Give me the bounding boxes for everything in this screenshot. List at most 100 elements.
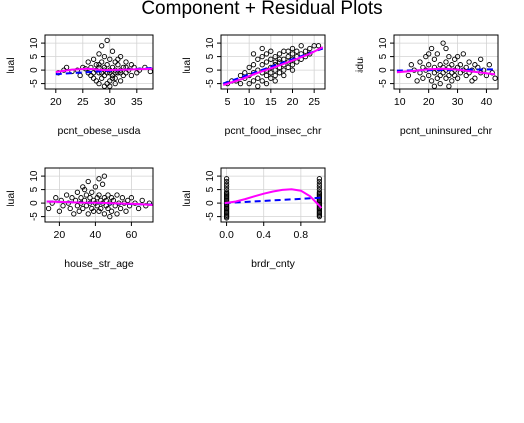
data-point [263, 59, 270, 65]
panel-5: 0.0 0.4 0.8 -5 0 5 10 brdr_cnty Component+Residu… [181, 98, 326, 292]
data-point [417, 59, 423, 65]
data-point [56, 208, 63, 214]
linear-fit-line [222, 47, 324, 85]
data-point [440, 70, 446, 76]
data-point [302, 48, 309, 54]
data-point [223, 207, 230, 213]
data-point [223, 193, 230, 199]
y-axis-label: Component+Residual(validation_data$...) [5, 98, 17, 292]
plot-frame [220, 167, 326, 223]
y-axis-label: Component+Residual(validation_dat... [354, 0, 366, 151]
y-tick-label: 0 [378, 67, 389, 73]
data-point [263, 80, 270, 87]
data-point [89, 189, 95, 195]
data-point [276, 56, 283, 62]
x-tick-label: 20 [287, 96, 299, 108]
data-point [316, 178, 323, 185]
data-point [117, 205, 124, 212]
x-tick-label: 20 [50, 96, 62, 108]
data-point [123, 208, 129, 214]
x-tick-label: 0.4 [256, 229, 271, 241]
panel-1: 20 25 30 35 -5 0 5 10 pcnt_obese_usda Component+R… [5, 34, 154, 137]
data-point [437, 72, 443, 79]
data-point [246, 80, 252, 87]
y-tick-label: 10 [205, 37, 216, 49]
y-tick-label: 10 [378, 37, 389, 49]
data-point [316, 212, 323, 218]
data-point [316, 176, 323, 182]
data-point [92, 184, 99, 190]
panel-3: 10 20 30 40 -5 0 5 10 pcnt_uninsured_chr Componen… [354, 0, 499, 151]
data-point [101, 83, 108, 89]
data-point [316, 207, 323, 213]
data-point [223, 196, 230, 202]
data-point [112, 80, 118, 87]
data-point [90, 208, 97, 214]
x-tick-label: 10 [394, 96, 406, 108]
data-point [431, 56, 438, 62]
y-tick-label: 0 [29, 67, 40, 73]
x-tick-label: 15 [265, 96, 277, 108]
data-point [108, 208, 115, 214]
data-point [446, 72, 452, 79]
data-point [431, 83, 438, 89]
data-point [76, 208, 82, 214]
data-point [117, 53, 124, 60]
data-point [263, 51, 270, 57]
data-point [463, 64, 469, 71]
y-tick-label: 5 [205, 186, 216, 192]
data-point [437, 62, 443, 68]
x-tick-label: 25 [77, 96, 89, 108]
y-tick-label: -5 [29, 79, 40, 88]
data-point [60, 203, 66, 209]
y-tick-label: 5 [29, 186, 40, 192]
x-tick-label: 0.8 [294, 229, 309, 241]
data-point [316, 209, 323, 216]
data-point [457, 62, 464, 68]
data-point [463, 72, 469, 79]
data-point [443, 59, 449, 65]
data-point [272, 72, 278, 79]
data-point [443, 75, 449, 81]
data-point [117, 78, 124, 84]
y-axis-label: Component+Residual(validation_data$...) [181, 98, 193, 292]
x-tick-label: 60 [126, 229, 138, 241]
data-point [426, 72, 432, 79]
data-point [88, 72, 94, 79]
linear-fit-line [396, 68, 496, 72]
x-tick-label: 20 [54, 229, 66, 241]
panel-4: 20 40 60 -5 0 5 10 house_str_age Component+Resid… [5, 98, 154, 292]
data-point [99, 43, 105, 49]
data-point [112, 59, 118, 65]
data-point [223, 191, 230, 197]
data-point [281, 48, 287, 54]
data-point [316, 181, 323, 187]
data-point [223, 212, 230, 218]
data-point [223, 178, 230, 185]
plot-frame [44, 34, 154, 90]
data-point [99, 59, 105, 65]
y-tick-label: -5 [205, 79, 216, 88]
data-point [250, 51, 257, 57]
data-point [237, 72, 244, 79]
data-point [109, 48, 116, 54]
data-point [77, 72, 83, 79]
data-point [405, 72, 412, 79]
smooth-fit-line [222, 46, 324, 86]
data-point [255, 83, 261, 89]
data-point [440, 40, 446, 46]
data-point [294, 48, 300, 54]
data-point [104, 62, 110, 68]
data-point [107, 56, 113, 62]
data-point [107, 213, 113, 220]
data-point [434, 51, 440, 57]
data-point [74, 203, 81, 209]
data-point [449, 62, 455, 68]
data-point [446, 53, 452, 60]
data-point [90, 75, 97, 81]
data-point [90, 70, 97, 76]
y-tick-label: 5 [378, 53, 389, 59]
data-point [80, 205, 86, 212]
data-point [285, 48, 291, 54]
y-tick-label: 0 [205, 67, 216, 73]
